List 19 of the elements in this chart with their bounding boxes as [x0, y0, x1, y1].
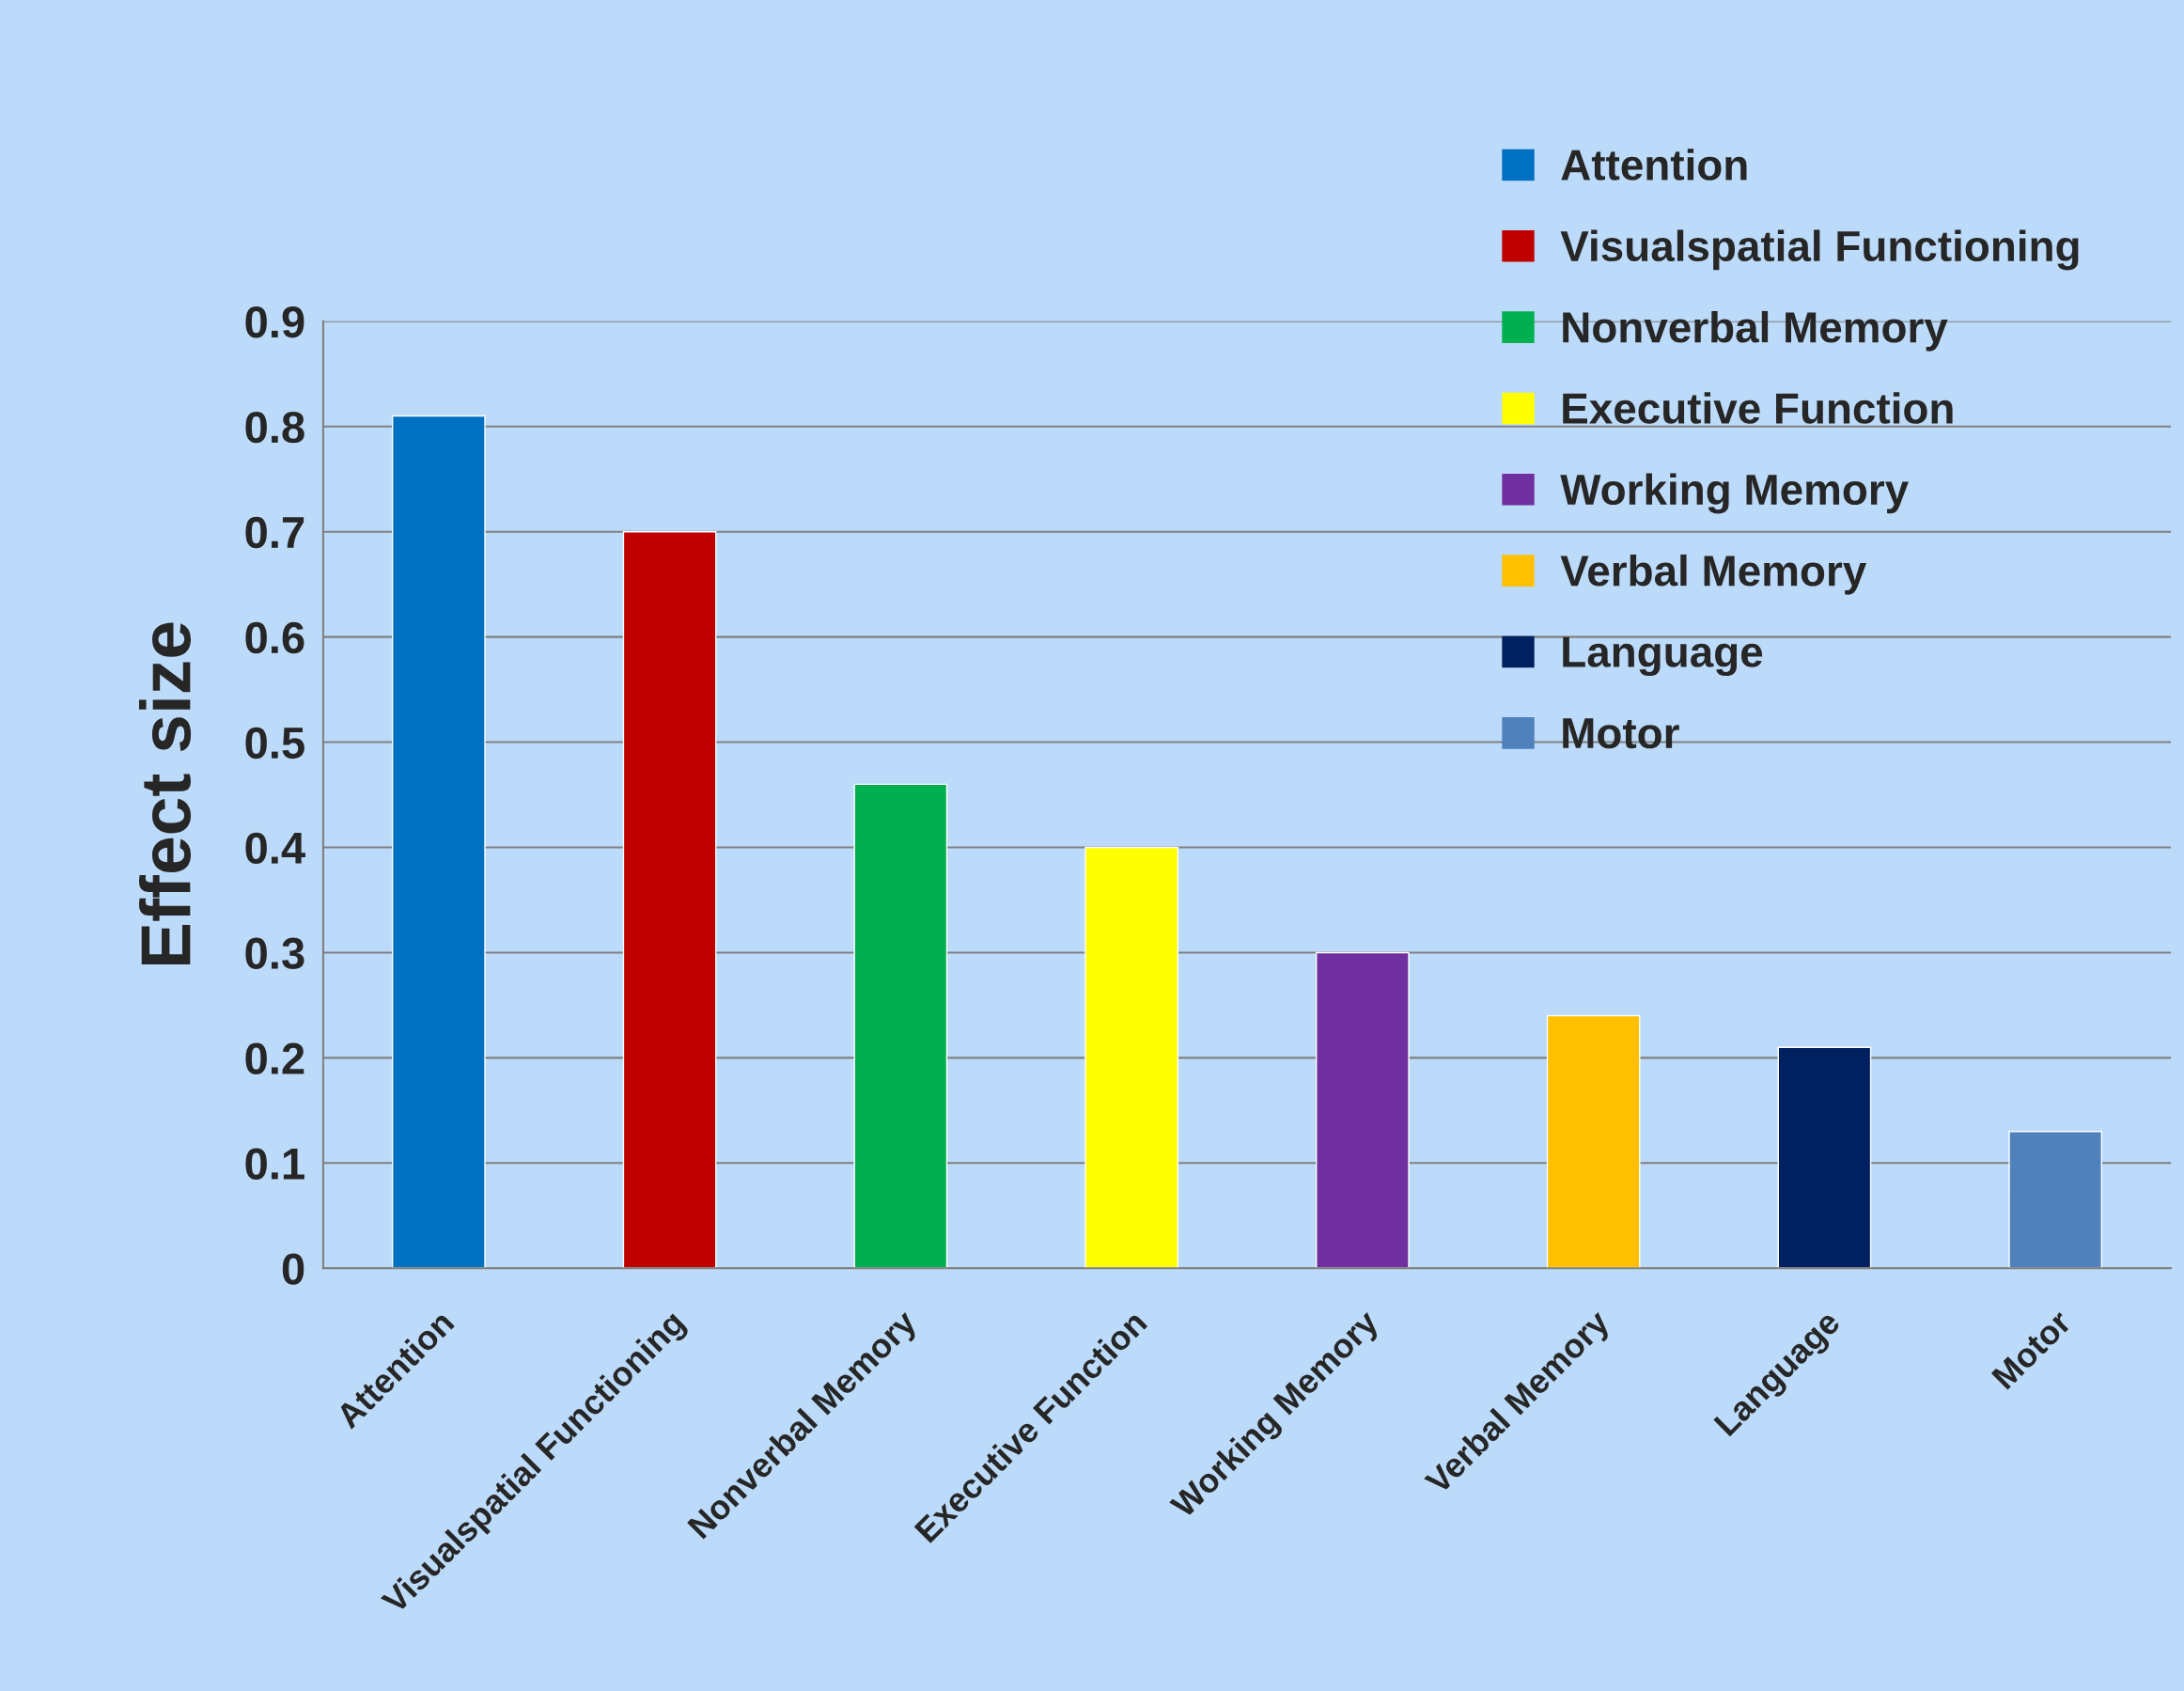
legend-label: Working Memory — [1560, 473, 1909, 514]
y-tick-label: 0 — [282, 1253, 304, 1285]
legend-label: Executive Function — [1563, 392, 1953, 424]
y-axis-title: Effect size — [138, 622, 192, 964]
legend-label: Verbal Memory — [1560, 554, 1867, 595]
y-tick-label: 0.9 — [245, 305, 304, 338]
y-tick-label: 0.2 — [245, 1042, 304, 1074]
y-tick-label: 0.4 — [245, 832, 305, 865]
y-tick-label: 0.8 — [245, 411, 304, 444]
legend-label: Nonverbal Memory — [1563, 310, 1948, 352]
y-tick-label: 0.7 — [245, 516, 304, 549]
y-tick-label: 0.1 — [245, 1148, 304, 1180]
legend-label: Language — [1563, 636, 1763, 677]
y-tick-label: 0.3 — [245, 937, 304, 970]
y-tick-label: 0.6 — [245, 621, 304, 654]
legend-label: Motor — [1563, 718, 1679, 749]
legend-label: Attention — [1561, 149, 1747, 180]
legend-label: Visualspatial Functioning — [1560, 229, 2079, 271]
y-tick-label: 0.5 — [245, 727, 304, 759]
